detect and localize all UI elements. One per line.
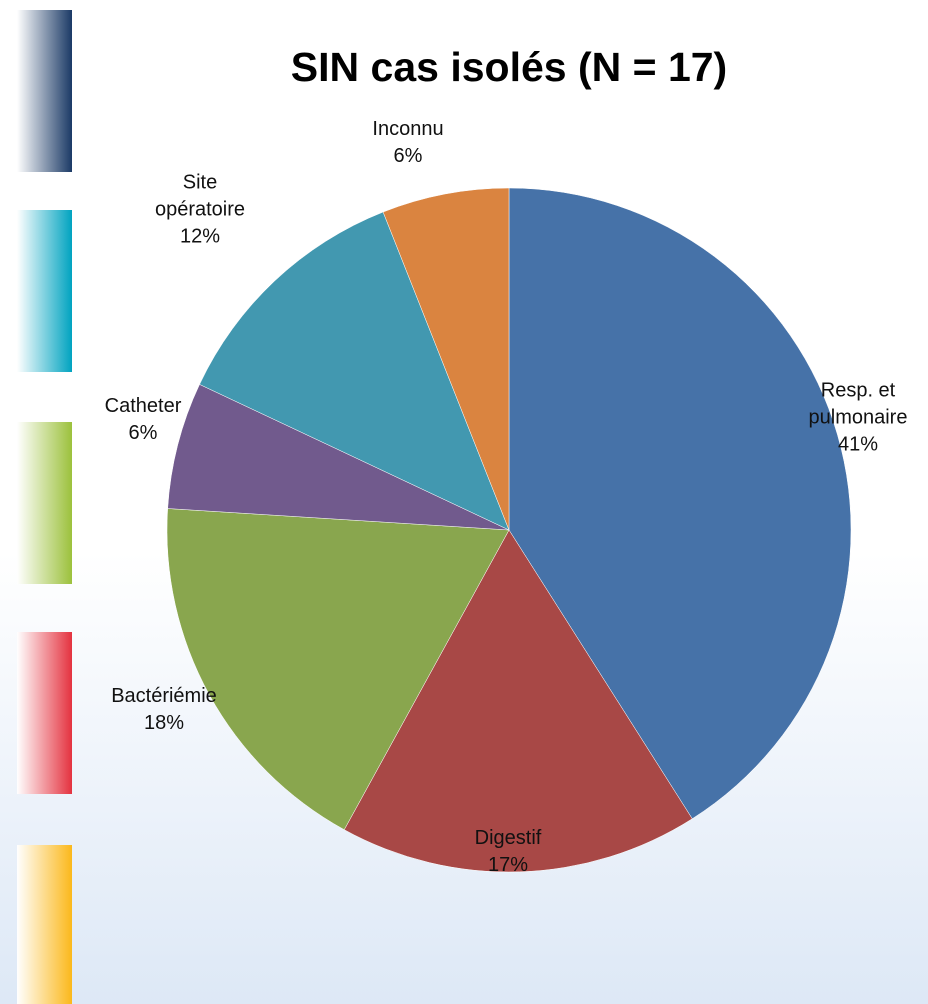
category-label: Inconnu	[372, 118, 444, 140]
slice-label: Digestif 17%	[448, 825, 568, 879]
pie-slice	[382, 187, 510, 531]
value-label: 17%	[487, 854, 529, 876]
value-label: 6%	[128, 422, 158, 444]
pie-slice	[508, 187, 852, 820]
category-label: Resp. et pulmonaire	[808, 379, 908, 429]
slice-label: Catheter 6%	[83, 393, 203, 447]
value-label: 6%	[393, 145, 423, 167]
category-label: Digestif	[474, 827, 542, 849]
value-label: 18%	[143, 712, 185, 734]
decor-bar	[17, 422, 72, 584]
category-label: Catheter	[104, 395, 182, 417]
decor-bar	[17, 845, 72, 1004]
decor-bar	[17, 632, 72, 794]
pie-slice	[166, 508, 510, 831]
category-label: Bactériémie	[111, 685, 217, 707]
slice-label: Site opératoire 12%	[145, 170, 255, 251]
pie-slice	[167, 384, 510, 531]
pie-slice	[343, 529, 693, 873]
decor-bar	[17, 210, 72, 372]
slice-label: Inconnu 6%	[353, 116, 463, 170]
value-label: 41%	[837, 433, 879, 456]
slice-label: Resp. et pulmonaire 41%	[788, 378, 928, 459]
category-label: Site opératoire	[154, 171, 246, 221]
decor-bar	[17, 10, 72, 172]
value-label: 12%	[179, 225, 221, 248]
chart-title: SIN cas isolés (N = 17)	[290, 44, 728, 90]
slice-label: Bactériémie 18%	[89, 683, 239, 737]
pie-slice	[199, 211, 510, 531]
pie	[166, 187, 852, 873]
